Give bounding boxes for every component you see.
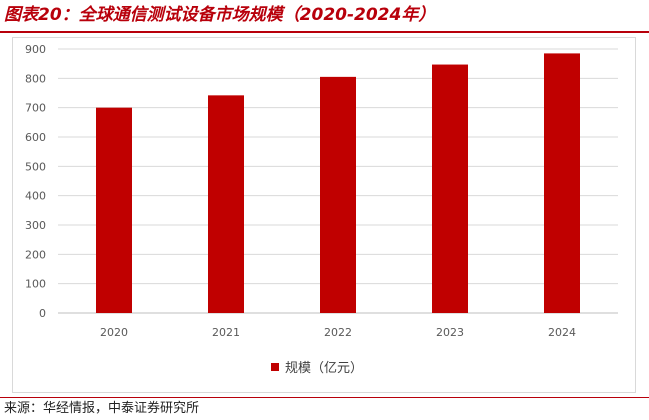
x-tick-label: 2023 xyxy=(436,326,464,339)
x-tick-label: 2022 xyxy=(324,326,352,339)
x-tick-label: 2021 xyxy=(212,326,240,339)
legend: 规模（亿元） xyxy=(271,361,363,376)
legend-label: 规模（亿元） xyxy=(285,361,363,376)
y-tick-label: 500 xyxy=(25,160,46,173)
y-tick-label: 100 xyxy=(25,278,46,291)
bar xyxy=(320,76,356,313)
chart-frame xyxy=(12,37,636,393)
y-axis-ticks: 0 100 200 300 400 500 600 700 800 900 xyxy=(25,43,46,320)
chart-title: 图表20：全球通信测试设备市场规模（2020-2024年） xyxy=(4,5,436,25)
source-note: 来源：华经情报，中泰证券研究所 xyxy=(4,401,200,416)
legend-swatch xyxy=(271,363,279,371)
source-divider xyxy=(0,397,649,398)
y-tick-label: 800 xyxy=(25,72,46,85)
y-tick-label: 200 xyxy=(25,248,46,261)
y-tick-label: 600 xyxy=(25,131,46,144)
x-tick-label: 2020 xyxy=(100,326,128,339)
bar xyxy=(96,107,132,314)
bars xyxy=(96,53,580,314)
title-divider xyxy=(0,31,649,33)
y-tick-label: 300 xyxy=(25,219,46,232)
x-axis-ticks: 2020 2021 2022 2023 2024 xyxy=(100,326,576,339)
x-tick-label: 2024 xyxy=(548,326,576,339)
y-tick-label: 900 xyxy=(25,43,46,56)
y-tick-label: 0 xyxy=(39,307,46,320)
bar xyxy=(208,95,244,313)
bar xyxy=(544,53,580,314)
bar xyxy=(432,64,468,314)
y-tick-label: 400 xyxy=(25,190,46,203)
y-tick-label: 700 xyxy=(25,102,46,115)
